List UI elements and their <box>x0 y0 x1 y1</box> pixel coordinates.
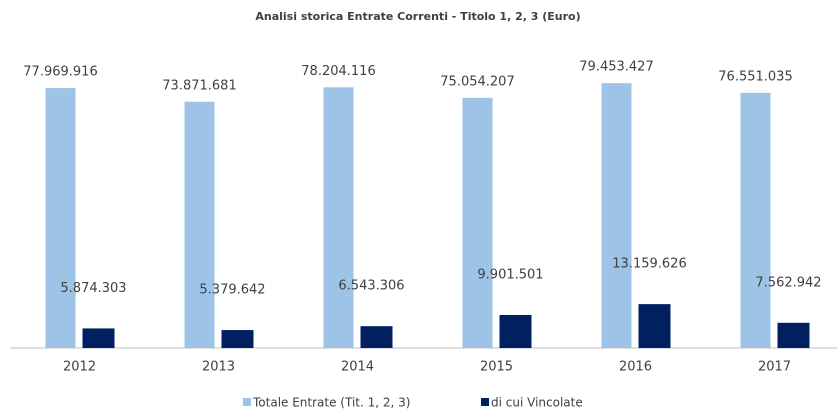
legend-swatch <box>481 398 489 406</box>
data-label: 73.871.681 <box>162 78 236 93</box>
data-label: 7.562.942 <box>755 275 821 290</box>
bar <box>638 304 671 348</box>
bar <box>82 328 115 348</box>
x-tick-label: 2015 <box>480 360 513 375</box>
legend-label: di cui Vincolate <box>491 396 583 410</box>
data-label: 6.543.306 <box>338 279 404 294</box>
data-label: 75.054.207 <box>440 74 514 89</box>
x-tick-label: 2013 <box>202 360 235 375</box>
legend-swatch <box>243 398 251 406</box>
data-label: 76.551.035 <box>718 69 792 84</box>
data-label: 9.901.501 <box>477 267 543 282</box>
legend-label: Totale Entrate (Tit. 1, 2, 3) <box>252 396 410 410</box>
x-tick-label: 2016 <box>619 360 652 375</box>
x-tick-label: 2017 <box>758 360 791 375</box>
data-label: 78.204.116 <box>301 64 375 79</box>
x-tick-label: 2012 <box>63 360 96 375</box>
bar <box>740 92 771 348</box>
data-label: 5.379.642 <box>199 283 265 298</box>
data-label: 79.453.427 <box>579 60 653 75</box>
bar <box>462 97 493 349</box>
data-label: 13.159.626 <box>612 257 686 272</box>
bar <box>360 326 393 348</box>
data-label: 5.874.303 <box>60 281 126 296</box>
bar <box>499 314 532 348</box>
bar <box>777 322 810 348</box>
data-label: 77.969.916 <box>23 65 97 80</box>
chart-title: Analisi storica Entrate Correnti - Titol… <box>255 10 580 23</box>
bar <box>221 330 254 348</box>
x-tick-label: 2014 <box>341 360 374 375</box>
bar <box>323 87 354 348</box>
bar <box>601 83 632 348</box>
bar <box>45 88 76 348</box>
bar <box>184 101 215 348</box>
